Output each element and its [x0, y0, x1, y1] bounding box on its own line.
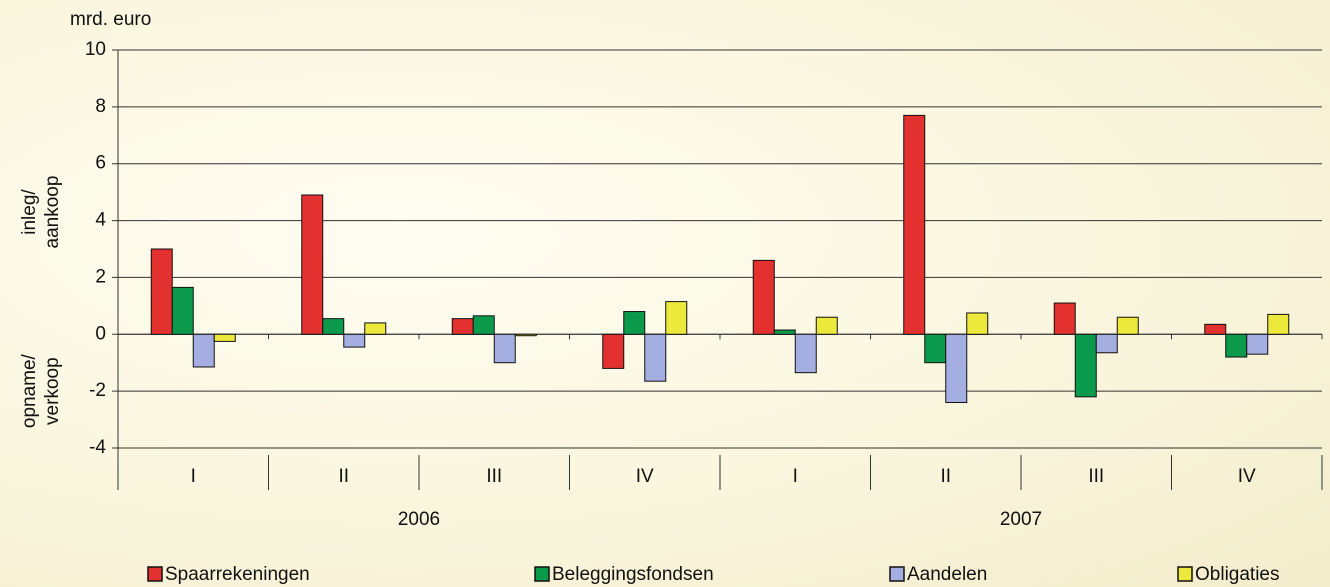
- y-tick-label: 10: [85, 39, 106, 60]
- bar: [1268, 314, 1289, 334]
- y-tick-label: 4: [95, 210, 106, 231]
- x-tick-label: IV: [1238, 466, 1256, 487]
- bar: [925, 334, 946, 362]
- y-axis-label: mrd. euro: [70, 9, 151, 30]
- x-tick-label: I: [793, 466, 798, 487]
- bar: [365, 323, 386, 334]
- bar: [1096, 334, 1117, 352]
- bar: [1075, 334, 1096, 397]
- x-tick-label: II: [338, 466, 349, 487]
- bar: [452, 319, 473, 335]
- legend-label: Beleggingsfondsen: [552, 564, 714, 585]
- y-tick-label: -2: [89, 380, 106, 401]
- bar: [151, 249, 172, 334]
- bar: [753, 260, 774, 334]
- bar: [515, 334, 536, 335]
- y-annotation: inleg/: [19, 189, 40, 235]
- x-tick-label: III: [486, 466, 502, 487]
- bar: [193, 334, 214, 367]
- bar: [795, 334, 816, 372]
- legend-swatch: [148, 567, 162, 581]
- y-tick-label: 2: [95, 266, 106, 287]
- bar: [946, 334, 967, 402]
- bar: [323, 319, 344, 335]
- legend-swatch: [890, 567, 904, 581]
- bar: [172, 287, 193, 334]
- legend-swatch: [535, 567, 549, 581]
- legend-label: Spaarrekeningen: [165, 564, 310, 585]
- bar: [494, 334, 515, 362]
- bar: [774, 330, 795, 334]
- bar: [1226, 334, 1247, 357]
- x-tick-label: III: [1088, 466, 1104, 487]
- x-tick-label: I: [191, 466, 196, 487]
- x-tick-label: II: [940, 466, 951, 487]
- legend-label: Aandelen: [907, 564, 987, 585]
- y-annotation: verkoop: [42, 357, 63, 425]
- y-tick-label: -4: [89, 437, 106, 458]
- bar: [666, 302, 687, 335]
- page: mrd. euro 10 8 6 4 2 0 -2 -4 inleg/aankoop opname…: [0, 0, 1330, 587]
- x-tick-label: IV: [636, 466, 654, 487]
- y-annotation: opname/: [19, 353, 40, 428]
- legend-label: Obligaties: [1195, 564, 1280, 585]
- bar: [1117, 317, 1138, 334]
- bar: [904, 115, 925, 334]
- legend-swatch: [1178, 567, 1192, 581]
- bar: [816, 317, 837, 334]
- bar: [645, 334, 666, 381]
- y-tick-label: 6: [95, 153, 106, 174]
- bar: [344, 334, 365, 347]
- y-tick-label: 8: [95, 96, 106, 117]
- y-tick-label: 0: [95, 323, 106, 344]
- bar: [214, 334, 235, 341]
- y-annotation: aankoop: [42, 176, 63, 249]
- bar: [1054, 303, 1075, 334]
- bar: [624, 312, 645, 335]
- bar: [1205, 324, 1226, 334]
- bar: [967, 313, 988, 334]
- bar: [302, 195, 323, 334]
- bar: [1247, 334, 1268, 354]
- x-group-label: 2006: [398, 509, 440, 530]
- x-group-label: 2007: [1000, 509, 1042, 530]
- bar: [603, 334, 624, 368]
- chart: mrd. euro 10 8 6 4 2 0 -2 -4 inleg/aankoop opname…: [0, 0, 1330, 587]
- bar: [473, 316, 494, 334]
